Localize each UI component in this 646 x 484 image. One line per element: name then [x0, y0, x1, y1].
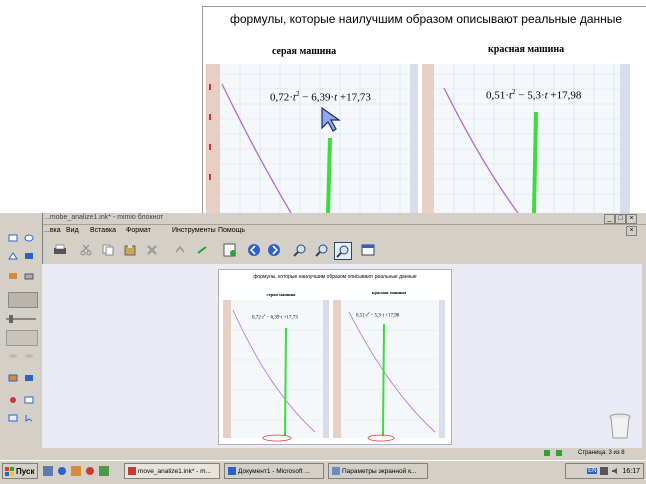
- windows-logo-icon: [5, 466, 14, 476]
- left-graph: [209, 64, 410, 213]
- image-tool-icon[interactable]: [6, 270, 20, 282]
- pointer-tool-icon[interactable]: [22, 412, 36, 424]
- quicklaunch-icon-1[interactable]: [42, 465, 53, 476]
- next-page-icon[interactable]: [266, 242, 282, 258]
- task-display-label: Параметры экранной к...: [342, 467, 417, 475]
- menu-tools[interactable]: Инструменты: [172, 227, 216, 234]
- left-green-arrow: [326, 137, 332, 213]
- gallery-tool-icon[interactable]: [22, 394, 36, 406]
- color-swatch[interactable]: [8, 292, 38, 308]
- zoom-tool-icon[interactable]: [334, 242, 352, 260]
- triangle-tool-icon[interactable]: [6, 250, 20, 262]
- shape-tool-icon[interactable]: [22, 250, 36, 262]
- maximize-button[interactable]: □: [615, 214, 626, 224]
- right-right-strip: [620, 64, 630, 213]
- left-car-title: серая машина: [272, 46, 337, 57]
- cut-icon[interactable]: [78, 242, 94, 258]
- status-green-icon: [544, 450, 550, 456]
- mini-slide-title: формулы, которые наилучшим образом описы…: [253, 274, 417, 280]
- word-app-icon: [228, 467, 236, 475]
- tool-sidebar: [0, 213, 43, 428]
- zoom-in-icon[interactable]: [292, 242, 308, 258]
- quicklaunch-icon-4[interactable]: [84, 465, 95, 476]
- undo-icon[interactable]: [172, 242, 188, 258]
- left-curve: [221, 83, 292, 213]
- paste-icon[interactable]: [122, 242, 138, 258]
- start-button[interactable]: Пуск: [2, 463, 38, 479]
- start-label: Пуск: [16, 466, 35, 476]
- language-indicator[interactable]: EN: [587, 468, 598, 474]
- trash-bin-icon[interactable]: [608, 412, 632, 440]
- rectangle-tool-icon[interactable]: [6, 232, 20, 244]
- title-bar: [0, 213, 646, 225]
- clock[interactable]: 16:17: [622, 467, 640, 475]
- pen-tool-icon[interactable]: [6, 350, 20, 362]
- menu-edit[interactable]: ...вка: [44, 227, 61, 234]
- zoom-out-icon[interactable]: [314, 242, 330, 258]
- palette-grid[interactable]: [6, 330, 38, 346]
- menu-insert[interactable]: Вставка: [90, 227, 117, 234]
- quicklaunch-icon-3[interactable]: [70, 465, 81, 476]
- task-display-settings[interactable]: Параметры экранной к...: [328, 463, 428, 479]
- left-graph-panel: [206, 64, 418, 213]
- task-mimio[interactable]: move_analize1.ink* - m...: [124, 463, 220, 479]
- highlighter-tool-icon[interactable]: [22, 350, 36, 362]
- select-tool-icon[interactable]: [6, 412, 20, 424]
- right-axis-strip: [422, 64, 434, 213]
- recorder-tool-icon[interactable]: [6, 394, 20, 406]
- mini-left-car-title: серая машина: [267, 292, 297, 297]
- eraser-tool-icon[interactable]: [22, 270, 36, 282]
- menu-help[interactable]: Помощь: [218, 227, 246, 234]
- minimize-button[interactable]: _: [604, 214, 615, 224]
- menu-view[interactable]: Вид: [66, 227, 79, 234]
- tray-network-icon[interactable]: [600, 467, 609, 475]
- redo-icon[interactable]: [194, 242, 210, 258]
- close-button[interactable]: ×: [626, 214, 637, 224]
- print-icon[interactable]: [52, 242, 68, 258]
- copy-icon[interactable]: [100, 242, 116, 258]
- previous-page-icon[interactable]: [246, 242, 262, 258]
- ellipse-tool-icon[interactable]: [22, 232, 36, 244]
- window-title: ...mobe_analize1.ink* - mimio блокнот: [44, 214, 164, 221]
- right-car-title: красная машина: [488, 44, 565, 55]
- mini-slide-graphic: формулы, которые наилучшим образом описы…: [223, 274, 445, 442]
- slide-title: формулы, которые наилучшим образом описы…: [230, 12, 623, 26]
- mini-right-car-title: красная машина: [372, 290, 407, 295]
- task-word-label: Документ1 - Microsoft ...: [238, 467, 310, 475]
- system-tray: EN 16:17: [565, 463, 644, 479]
- task-word[interactable]: Документ1 - Microsoft ...: [224, 463, 324, 479]
- mouse-cursor-icon: [321, 106, 341, 132]
- display-settings-icon: [332, 467, 340, 475]
- mini-left-formula: 0,72·t2 − 6,39·t +17,73: [252, 313, 298, 321]
- line-width-slider[interactable]: [6, 314, 36, 324]
- right-curve: [443, 87, 519, 213]
- menu-format[interactable]: Формат: [126, 227, 151, 234]
- quicklaunch-icon-5[interactable]: [98, 465, 109, 476]
- right-green-arrow: [532, 111, 538, 213]
- new-page-icon[interactable]: [222, 242, 238, 258]
- mini-right-formula: 0,51·t2 − 5,3·t +17,98: [356, 311, 400, 319]
- left-right-strip: [410, 64, 418, 213]
- screen-view-icon[interactable]: [360, 242, 376, 258]
- right-graph-panel: [422, 64, 630, 213]
- page-counter: Страница: 3 из 8: [578, 450, 625, 456]
- mimio-app-icon: [128, 467, 136, 475]
- task-mimio-label: move_analize1.ink* - m...: [138, 467, 211, 475]
- tray-volume-icon[interactable]: [611, 467, 619, 475]
- status-green-icon-2: [556, 450, 562, 456]
- delete-icon[interactable]: [144, 242, 160, 258]
- right-graph: [434, 64, 620, 213]
- spotlight-tool-icon[interactable]: [22, 372, 36, 384]
- reveal-tool-icon[interactable]: [6, 372, 20, 384]
- left-formula: 0,72·t2 − 6,39·t +17,73: [270, 90, 371, 104]
- doc-close-button[interactable]: ×: [626, 226, 637, 236]
- right-formula: 0,51·t2 − 5,3·t +17,98: [486, 88, 582, 102]
- page-thumbnail[interactable]: формулы, которые наилучшим образом описы…: [218, 269, 452, 445]
- quicklaunch-icon-2[interactable]: [56, 465, 67, 476]
